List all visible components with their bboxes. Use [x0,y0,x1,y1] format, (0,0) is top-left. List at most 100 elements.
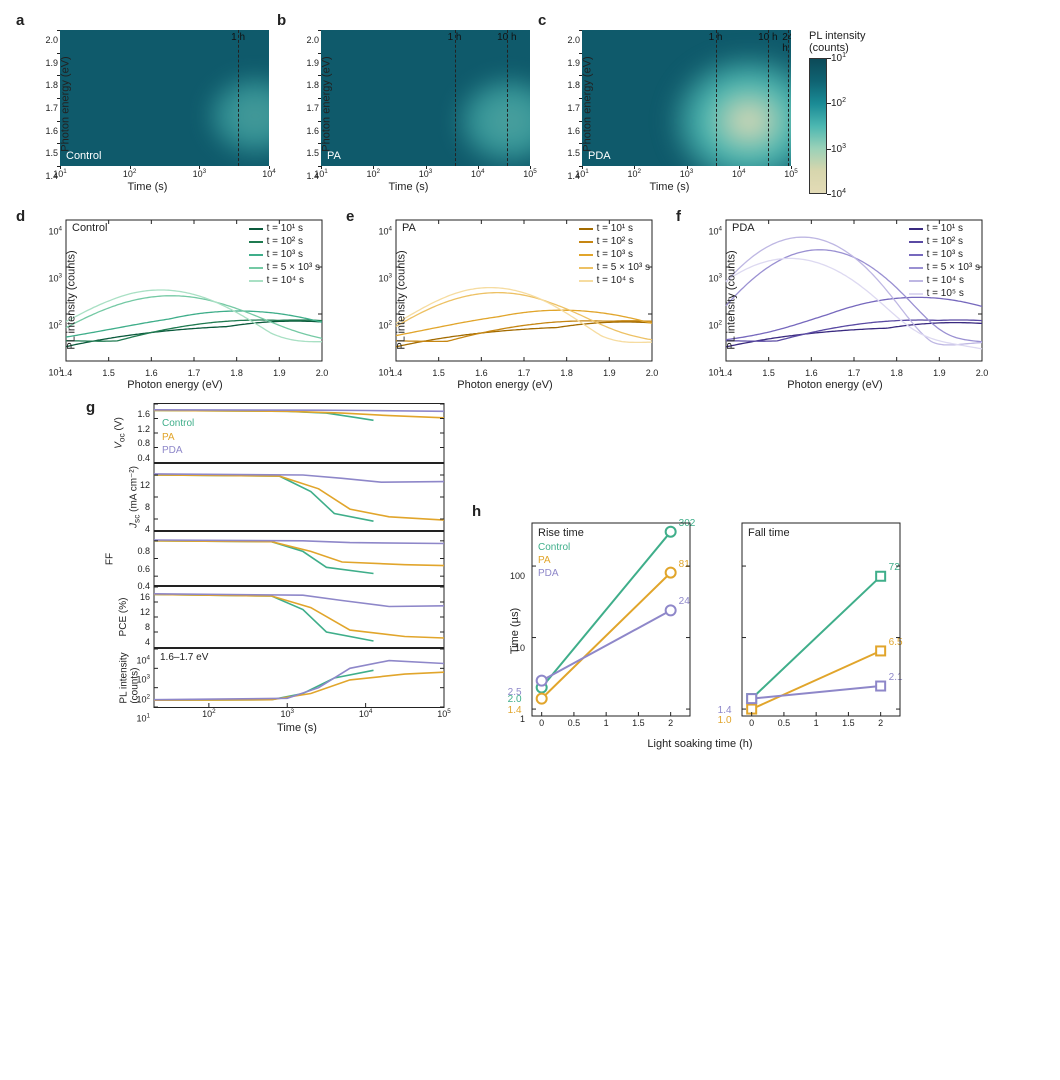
x-tick: 1.5 [762,368,775,378]
heatmap-area: 1 hControl [60,30,269,166]
legend-swatch [249,267,263,269]
x-tick: 1.7 [518,368,531,378]
time-marker [455,30,456,166]
y-tick: 101 [692,367,722,378]
legend-swatch [909,293,923,295]
x-tick: 105 [784,168,798,179]
legend-item: t = 10³ s [249,248,320,261]
sample-label: PA [327,150,341,162]
x-tick: 2.0 [646,368,659,378]
legend-item: t = 10⁵ s [909,287,980,300]
panel-c: c1 h10 h24 hPDAPhoton energy (eV)Time (s… [542,16,797,191]
subplot: 4812Jsc (mA cm⁻²) [110,463,450,531]
subplot: 0.40.81.21.6Voc (V)ControlPAPDA [110,403,450,463]
legend-swatch [249,254,263,256]
y-tick: 1.5 [45,148,58,158]
y-axis-label: FF [105,552,116,564]
sample-label: Control [72,222,107,234]
subplot: 101102103104102103104105Time (s)PL inten… [110,648,450,708]
sample-label: Control [66,150,101,162]
legend-item: t = 10⁴ s [579,274,650,287]
heatmap-panels: a1 hControlPhoton energy (eV)Time (s)1.4… [20,16,797,191]
legend-swatch [909,228,923,230]
line-chart [700,513,910,748]
x-tick: 102 [202,708,216,719]
y-tick: 1.7 [306,103,319,113]
legend-swatch [249,241,263,243]
x-axis-label: Photon energy (eV) [127,379,222,391]
y-tick: 1.5 [306,148,319,158]
y-axis-label: PL intensity (counts) [66,250,78,349]
x-tick: 1.6 [475,368,488,378]
colorbar-title: PL intensity [809,30,893,42]
y-tick: 104 [32,226,62,237]
subplot-title: Rise time [538,527,584,539]
x-tick: 105 [523,168,537,179]
legend-item: t = 10³ s [909,248,980,261]
x-tick: 104 [359,708,373,719]
time-marker [507,30,508,166]
panel-b: b1 h10 hPAPhoton energy (eV)Time (s)1.41… [281,16,536,191]
legend-item: t = 10² s [909,235,980,248]
y-tick: 1.7 [567,103,580,113]
legend-item: t = 10¹ s [579,222,650,235]
time-marker-label: 24 h [782,32,791,54]
legend-swatch [579,267,593,269]
x-tick: 103 [280,708,294,719]
legend-item: t = 5 × 10³ s [579,261,650,274]
y-axis-label: PL intensity (counts) [726,250,738,349]
legend-swatch [249,280,263,282]
legend-label: t = 10⁴ s [267,274,304,287]
legend-label: t = 10³ s [267,248,303,261]
x-axis-label: Time (s) [128,181,168,193]
row-abc: a1 hControlPhoton energy (eV)Time (s)1.4… [20,16,1040,194]
legend-swatch [909,267,923,269]
legend-item: t = 10¹ s [909,222,980,235]
legend: t = 10¹ st = 10² st = 10³ st = 5 × 10³ s… [249,222,320,287]
y-axis-label: Voc (V) [113,417,126,449]
x-tick: 1.6 [145,368,158,378]
row-gh: g 0.40.81.21.6Voc (V)ControlPAPDA4812Jsc… [20,403,1040,748]
x-tick: 102 [123,168,137,179]
x-axis-label: Time (s) [277,722,317,734]
y-tick: 2.0 [567,35,580,45]
panel-letter: h [472,503,481,520]
legend-item: PDA [538,567,570,580]
legend: t = 10¹ st = 10² st = 10³ st = 5 × 10³ s… [909,222,980,300]
y-tick: 1.8 [45,80,58,90]
colorbar-tick: 101 [831,52,846,64]
panel-letter: g [86,399,95,416]
y-tick: 1.8 [306,80,319,90]
y-tick: 1.9 [306,58,319,68]
colorbar-tick: 104 [831,188,846,200]
panel-a: a1 hControlPhoton energy (eV)Time (s)1.4… [20,16,275,191]
legend-label: t = 10⁵ s [927,287,964,300]
y-tick: 1.6 [306,126,319,136]
legend-swatch [909,241,923,243]
y-tick: 1.9 [567,58,580,68]
sample-label: PDA [588,150,611,162]
annotation: 1.6–1.7 eV [160,652,208,663]
line-chart [110,403,450,463]
y-tick: 103 [362,273,392,284]
heatmap-area: 1 h10 hPA [321,30,530,166]
legend-item: t = 10² s [249,235,320,248]
legend: ControlPAPDA [162,417,194,458]
x-tick: 2.0 [316,368,329,378]
panel-h: h 2.03021.4812.52411010000.511.52Rise ti… [490,513,910,748]
y-axis-label: PL intensity(counts) [119,652,141,703]
time-marker [768,30,769,166]
legend-item: PDA [162,444,194,458]
sample-label: PDA [732,222,755,234]
legend-item: t = 5 × 10³ s [909,261,980,274]
y-tick: 1.9 [45,58,58,68]
sample-label: PA [402,222,416,234]
legend-item: t = 10³ s [579,248,650,261]
legend-label: t = 10² s [597,235,633,248]
line-chart [110,463,450,531]
legend-item: PA [162,431,194,445]
y-tick: 1.5 [567,148,580,158]
y-tick: 102 [362,320,392,331]
x-tick: 1.6 [805,368,818,378]
x-axis-label: Photon energy (eV) [787,379,882,391]
